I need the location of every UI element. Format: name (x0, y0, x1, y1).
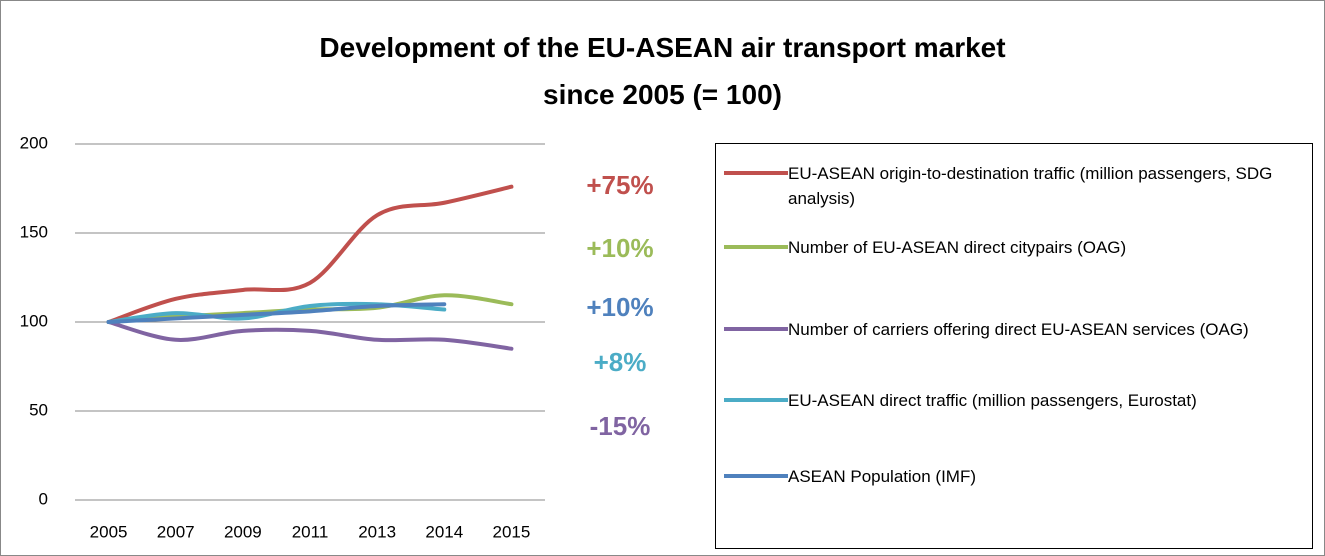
y-tick-label: 200 (20, 133, 48, 152)
legend-item: Number of carriers offering direct EU-AS… (724, 317, 1312, 342)
y-tick-label: 50 (29, 400, 48, 419)
chart-title: Development of the EU-ASEAN air transpor… (319, 32, 1006, 110)
legend-item: EU-ASEAN direct traffic (million passeng… (724, 388, 1312, 413)
x-tick-label: 2009 (224, 522, 262, 541)
series-line (106, 320, 514, 351)
legend: EU-ASEAN origin-to-destination traffic (… (715, 143, 1313, 549)
legend-swatch (724, 474, 788, 478)
series-line (106, 184, 514, 324)
x-tick-label: 2013 (358, 522, 396, 541)
y-tick-label: 150 (20, 222, 48, 241)
legend-item: ASEAN Population (IMF) (724, 464, 1312, 489)
x-tick-label: 2011 (292, 522, 329, 541)
series-line (106, 302, 447, 324)
legend-item: Number of EU-ASEAN direct citypairs (OAG… (724, 235, 1312, 260)
legend-label: EU-ASEAN origin-to-destination traffic (… (788, 164, 1273, 208)
x-tick-label: 2015 (493, 522, 531, 541)
legend-swatch (724, 245, 788, 249)
legend-swatch (724, 398, 788, 402)
annotation: +10% (586, 233, 653, 263)
y-tick-label: 100 (20, 311, 48, 330)
y-tick-label: 0 (39, 489, 48, 508)
annotation: +8% (594, 347, 647, 377)
legend-label: Number of carriers offering direct EU-AS… (788, 320, 1249, 339)
annotation: +10% (586, 292, 653, 322)
legend-item: EU-ASEAN origin-to-destination traffic (… (724, 161, 1312, 211)
title-box: Development of the EU-ASEAN air transpor… (0, 24, 1325, 118)
legend-label: ASEAN Population (IMF) (788, 467, 977, 486)
annotation: -15% (590, 411, 651, 441)
legend-label: Number of EU-ASEAN direct citypairs (OAG… (788, 238, 1127, 257)
x-tick-label: 2005 (90, 522, 128, 541)
x-tick-label: 2014 (425, 522, 463, 541)
legend-swatch (724, 327, 788, 331)
legend-label: EU-ASEAN direct traffic (million passeng… (788, 391, 1197, 410)
x-tick-label: 2007 (157, 522, 195, 541)
annotation: +75% (586, 170, 653, 200)
legend-swatch (724, 171, 788, 175)
